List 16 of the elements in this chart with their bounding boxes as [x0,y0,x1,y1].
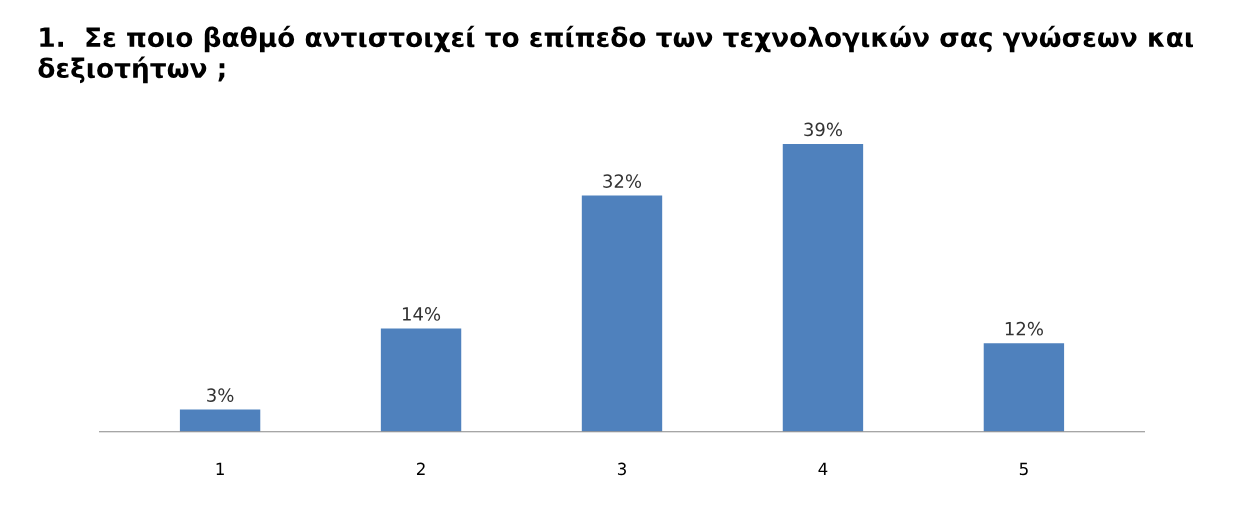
x-tick-label: 5 [1019,462,1028,476]
x-tick-label: 4 [818,462,828,475]
data-label: 3% [207,388,234,402]
data-label: 39% [804,122,843,137]
data-label: 32% [603,174,642,188]
x-tick-label: 1 [216,462,224,475]
bar [380,328,462,432]
bar [983,343,1065,432]
x-tick-label: 2 [416,462,425,475]
chart-title: 1. Σε ποιο βαθμό αντιστοιχεί το επίπεδο των τεχνολογικών σας γνώσεων και δεξιοτήτων ; [38,25,1194,84]
bar [782,143,864,432]
bar [179,409,261,432]
bar [581,195,663,432]
data-label: 12% [1005,321,1043,336]
data-label: 14% [402,307,441,321]
x-tick-label: 3 [617,462,626,476]
